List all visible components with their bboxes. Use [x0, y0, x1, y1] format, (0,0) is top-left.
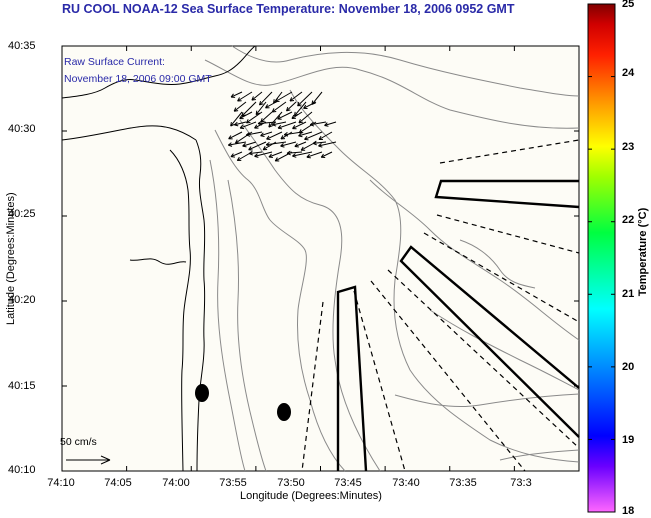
current-vector-arrow: [277, 111, 293, 120]
dashed-radials: [301, 139, 580, 472]
current-vector-arrow: [277, 121, 297, 130]
current-vector-arrow: [324, 121, 337, 127]
current-vector-arrow: [254, 151, 273, 158]
current-vector-arrow: [230, 111, 243, 127]
current-vector-arrow: [257, 120, 277, 126]
current-vector-arrow: [260, 131, 273, 137]
colorbar-ticks: [588, 3, 615, 513]
y-tick-label: 40:15: [8, 380, 36, 392]
current-vector-arrow: [234, 121, 247, 127]
current-vector-arrow: [304, 131, 323, 141]
current-vector-arrow: [227, 141, 247, 147]
current-vector-arrow: [265, 141, 287, 147]
y-tick-label: 40:35: [8, 40, 36, 52]
current-vector-arrow: [292, 121, 307, 130]
x-tick-label: 74:00: [162, 477, 190, 489]
x-tick-label: 74:10: [47, 477, 75, 489]
current-caption: Raw Surface Current: November 18, 2006 0…: [64, 54, 212, 88]
x-tick-label: 73:35: [449, 477, 477, 489]
current-vector-arrow: [237, 91, 253, 102]
current-vector-arrow: [297, 91, 313, 107]
current-vector-arrow: [251, 91, 263, 101]
x-tick-label: 73:45: [334, 477, 362, 489]
station-marker: [277, 403, 291, 421]
current-vector-arrow: [286, 150, 303, 156]
current-vector-arrow: [268, 111, 283, 128]
colorbar-tick-label: 23: [622, 141, 635, 153]
current-vector-arrow: [245, 111, 263, 124]
coastline: [61, 45, 256, 472]
scale-arrow: [66, 455, 111, 465]
current-caption-line1: Raw Surface Current:: [64, 56, 165, 68]
bathymetry-contours: [204, 45, 580, 472]
current-vector-arrow: [242, 141, 257, 148]
current-vector-arrow: [291, 111, 303, 120]
current-vector-arrow: [259, 91, 273, 106]
x-tick-label: 73:55: [219, 477, 247, 489]
current-vector-arrow: [292, 151, 313, 158]
current-vector-arrow: [318, 141, 337, 148]
current-vector-arrow: [271, 101, 287, 113]
current-vectors: [227, 91, 337, 162]
colorbar-tick-label: 24: [622, 67, 635, 79]
y-tick-label: 40:20: [8, 294, 36, 306]
current-vector-arrow: [320, 151, 333, 158]
current-vector-arrow: [271, 121, 287, 127]
y-tick-label: 40:25: [8, 208, 36, 220]
map-title: RU COOL NOAA-12 Sea Surface Temperature:…: [62, 2, 515, 16]
current-vector-arrow: [280, 141, 297, 148]
axis-ticks: [61, 45, 580, 472]
current-vector-arrow: [265, 101, 277, 109]
current-caption-line2: November 18, 2006 09:00 GMT: [64, 73, 212, 85]
colorbar-tick-label: 21: [622, 288, 635, 300]
x-tick-label: 73:40: [392, 477, 420, 489]
current-vector-arrow: [298, 111, 313, 124]
current-vector-arrow: [312, 140, 327, 146]
current-vector-arrow: [306, 151, 323, 159]
current-vector-arrow: [255, 101, 267, 116]
current-vector-arrow: [239, 111, 253, 120]
x-tick-label: 73:50: [277, 477, 305, 489]
colorbar-label: Temperature (°C): [637, 207, 649, 297]
current-vector-arrow: [309, 121, 327, 127]
x-tick-label: 73:3: [510, 477, 532, 489]
current-vector-arrow: [303, 101, 317, 109]
current-vector-arrow: [239, 121, 257, 130]
current-vector-arrow: [248, 150, 263, 156]
x-axis-label: Longitude (Degrees:Minutes): [240, 490, 382, 502]
colorbar-tick-label: 25: [622, 0, 635, 10]
colorbar-tick-label: 22: [622, 214, 635, 226]
current-vector-arrow: [233, 101, 247, 112]
current-vector-arrow: [268, 151, 283, 159]
colorbar-tick-label: 20: [622, 361, 635, 373]
current-vector-arrow: [275, 91, 293, 102]
plot-area: [61, 45, 580, 472]
current-vector-arrow: [294, 141, 307, 148]
current-vector-arrow: [228, 131, 243, 140]
colorbar-tick-label: 18: [622, 505, 635, 517]
current-vector-arrow: [230, 151, 243, 158]
colorbar: [587, 3, 616, 513]
radar-beams: [336, 179, 580, 472]
current-vector-arrow: [286, 101, 297, 112]
current-vector-arrow: [266, 131, 283, 140]
current-vector-arrow: [318, 131, 333, 140]
y-tick-label: 40:30: [8, 123, 36, 135]
y-tick-label: 40:10: [8, 464, 36, 476]
current-vector-arrow: [283, 131, 303, 137]
colorbar-tick-label: 19: [622, 434, 635, 446]
station-marker: [195, 384, 209, 402]
current-vector-arrow: [230, 91, 243, 98]
scale-label: 50 cm/s: [60, 436, 97, 448]
x-tick-label: 74:05: [104, 477, 132, 489]
current-vector-arrow: [289, 91, 303, 102]
current-vector-arrow: [248, 141, 267, 151]
current-vector-arrow: [298, 131, 313, 138]
current-vector-arrow: [245, 131, 263, 137]
